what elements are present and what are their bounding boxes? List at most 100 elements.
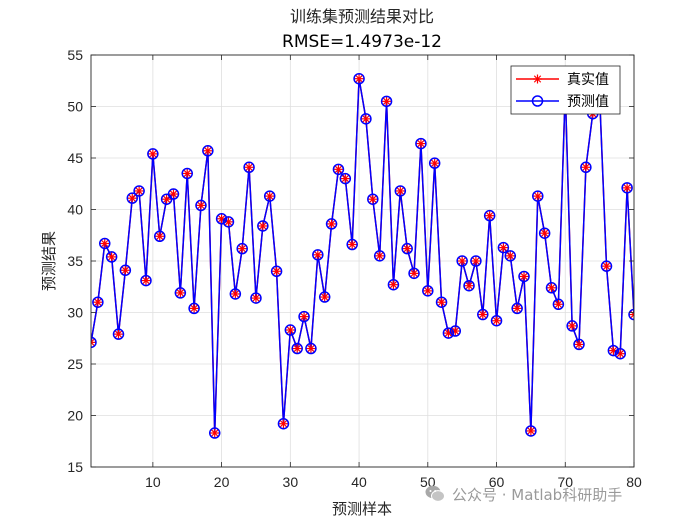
point-pred (566, 320, 578, 332)
point-pred (538, 227, 551, 239)
point-true (230, 289, 240, 299)
point-true (148, 149, 158, 159)
y-tick-label: 25 (67, 356, 83, 372)
point-true (251, 293, 261, 303)
point-true (313, 250, 323, 260)
point-true (464, 281, 474, 291)
point-true (258, 221, 268, 231)
chart-subtitle: RMSE=1.4973e-12 (282, 32, 442, 52)
point-pred (243, 161, 255, 174)
point-pred (504, 250, 517, 262)
point-true (175, 288, 185, 298)
point-pred (353, 72, 365, 85)
point-true (581, 162, 591, 172)
point-pred (415, 137, 427, 150)
point-true (292, 344, 302, 354)
point-pred (483, 209, 496, 222)
point-pred (545, 282, 558, 294)
point-true (457, 256, 467, 266)
x-tick-label: 40 (351, 474, 367, 490)
point-true (602, 261, 612, 271)
legend-asterisk (533, 74, 542, 84)
point-true (443, 328, 453, 338)
point-pred (133, 185, 145, 197)
point-true (155, 231, 165, 241)
point-true (553, 299, 563, 309)
point-pred (600, 260, 613, 272)
point-true (478, 310, 488, 320)
point-pred (147, 148, 159, 160)
point-true (622, 183, 632, 193)
point-true (409, 268, 419, 278)
point-true (526, 426, 536, 436)
legend-label-pred: 预测值 (567, 94, 609, 110)
point-true (120, 265, 130, 275)
point-true (547, 283, 557, 293)
point-true (285, 325, 295, 335)
series-clip-group (91, 72, 634, 439)
point-pred (312, 249, 324, 261)
point-pred (401, 242, 413, 255)
point-true (533, 191, 543, 201)
point-pred (422, 285, 434, 297)
point-true (361, 114, 371, 124)
point-pred (167, 188, 180, 200)
x-tick-label: 10 (145, 474, 161, 490)
point-true (107, 252, 117, 262)
y-tick-label: 40 (67, 202, 83, 218)
point-pred (270, 265, 283, 278)
point-pred (552, 298, 565, 311)
wechat-icon (425, 485, 445, 502)
point-pred (208, 427, 221, 439)
point-pred (181, 167, 193, 180)
chart-title: 训练集预测结果对比 (290, 7, 434, 26)
point-true (519, 271, 529, 281)
point-pred (628, 308, 634, 321)
y-tick-label: 55 (67, 47, 83, 63)
point-pred (435, 296, 448, 308)
legend-asterisk-marker (533, 74, 542, 84)
point-true (182, 168, 192, 178)
point-pred (105, 251, 118, 263)
point-pred (229, 288, 242, 300)
point-pred (394, 185, 407, 197)
point-pred (174, 287, 187, 299)
legend-circle-marker (531, 95, 544, 107)
point-pred (607, 344, 620, 357)
point-pred (463, 279, 475, 292)
point-pred (518, 270, 530, 283)
point-true (189, 303, 199, 313)
tick-marks (91, 54, 635, 468)
y-tick-label: 35 (67, 253, 83, 269)
point-pred (119, 264, 132, 277)
point-pred (222, 216, 235, 228)
legend: 真实值 预测值 (510, 65, 621, 115)
point-pred (277, 417, 290, 430)
point-pred (373, 250, 386, 262)
point-true (93, 297, 103, 307)
series-layer (91, 72, 634, 439)
point-true (203, 146, 213, 156)
point-pred (325, 218, 338, 230)
point-pred (387, 278, 400, 291)
point-pred (112, 328, 125, 340)
legend-item-pred: 预测值 (516, 94, 609, 110)
point-pred (215, 213, 228, 225)
legend-box (510, 65, 621, 115)
point-pred (360, 113, 372, 125)
point-pred (305, 342, 317, 355)
point-true (127, 193, 137, 203)
point-pred (298, 310, 310, 323)
point-pred (339, 172, 352, 185)
point-pred (92, 296, 104, 308)
point-true (402, 244, 412, 254)
y-tick-label: 20 (67, 408, 83, 424)
point-true (423, 286, 433, 296)
point-true (430, 158, 440, 168)
y-tick-label: 50 (67, 99, 83, 115)
point-true (100, 238, 110, 248)
point-true (347, 240, 357, 250)
point-pred (284, 324, 297, 336)
